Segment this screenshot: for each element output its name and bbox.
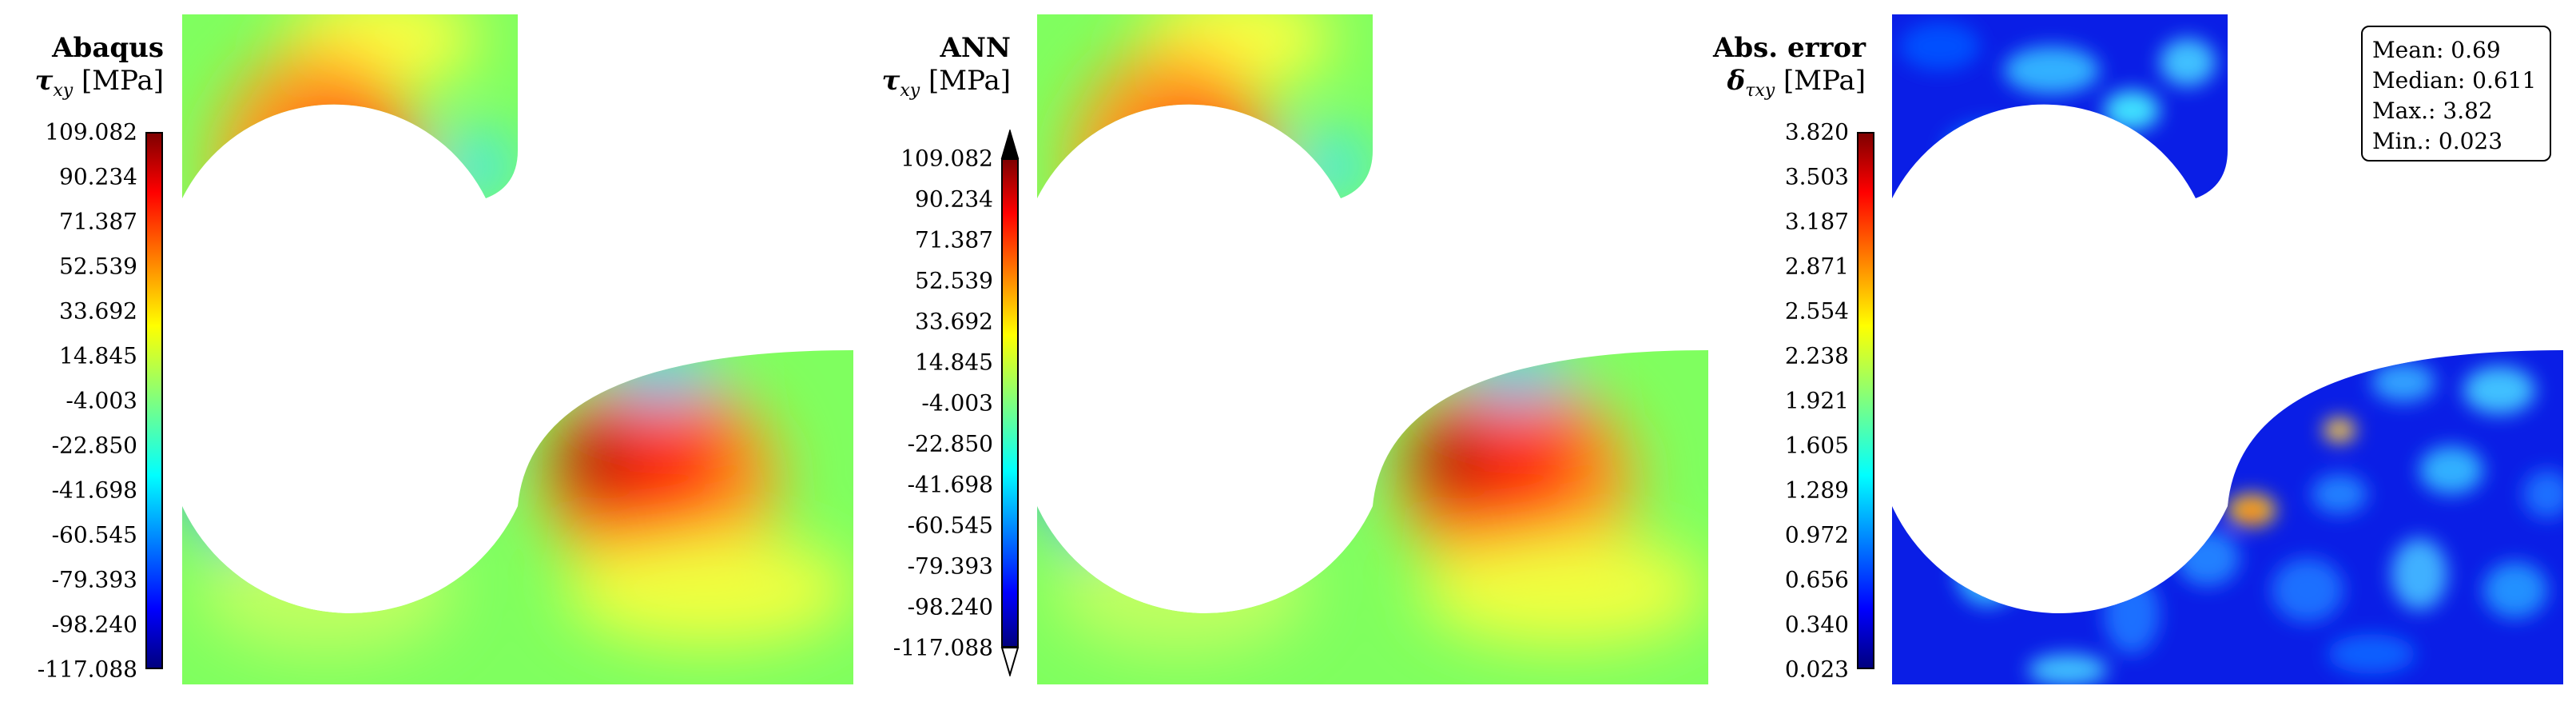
colorbar-tick-label: 90.234 (915, 185, 993, 213)
abaqus-quantity-label: τxy [MPa] (34, 65, 164, 101)
colorbar-tick-label: 2.871 (1784, 253, 1849, 280)
colorbar-tick-label: -98.240 (51, 611, 137, 638)
ann-stress-field (1037, 14, 1708, 684)
colorbar-tick-label: 1.289 (1784, 477, 1849, 504)
ann-colorbar-extend-bottom (1000, 647, 1020, 676)
stats-mean: Mean: 0.69 (2372, 37, 2501, 63)
abaqus-title: Abaqus τxy [MPa] (16, 32, 164, 108)
colorbar-tick-label: 52.539 (915, 267, 993, 294)
abaqus-stress-field (182, 14, 853, 684)
colorbar-tick-label: 71.387 (59, 208, 137, 235)
stats-max: Max.: 3.82 (2372, 98, 2493, 124)
colorbar-tick-label: -4.003 (921, 389, 993, 417)
colorbar-tick-label: -79.393 (51, 566, 137, 593)
colorbar-tick-label: 14.845 (915, 349, 993, 376)
error-colorbar (1857, 132, 1874, 669)
colorbar-tick-label: 109.082 (900, 145, 993, 172)
colorbar-tick-label: 33.692 (59, 297, 137, 325)
colorbar-tick-label: 90.234 (59, 163, 137, 190)
stats-min: Min.: 0.023 (2372, 128, 2503, 154)
abaqus-colorbar (145, 132, 163, 669)
abaqus-colorbar-ticks: 109.082 90.234 71.387 52.539 33.692 14.845 -4.… (0, 119, 137, 683)
colorbar-tick-label: 14.845 (59, 342, 137, 369)
colorbar-tick-label: 3.187 (1784, 208, 1849, 235)
colorbar-tick-label: -79.393 (907, 552, 993, 580)
error-title: Abs. error δτxy [MPa] (1694, 32, 1866, 108)
colorbar-tick-label: 52.539 (59, 253, 137, 280)
colorbar-tick-label: -22.850 (51, 432, 137, 459)
colorbar-tick-label: 3.503 (1784, 163, 1849, 190)
error-stats-box: Mean: 0.69 Median: 0.611 Max.: 3.82 Min.… (2361, 26, 2551, 162)
error-quantity-label: δτxy [MPa] (1727, 65, 1866, 101)
colorbar-tick-label: -98.240 (907, 593, 993, 620)
colorbar-tick-label: 1.605 (1784, 432, 1849, 459)
colorbar-tick-label: -117.088 (37, 656, 137, 683)
ann-quantity-label: τxy [MPa] (881, 65, 1011, 101)
colorbar-tick-label: 109.082 (45, 118, 137, 146)
colorbar-tick-label: 2.554 (1784, 297, 1849, 325)
colorbar-tick-label: 0.972 (1784, 521, 1849, 548)
colorbar-tick-label: 2.238 (1784, 342, 1849, 369)
colorbar-tick-label: -117.088 (892, 634, 993, 661)
colorbar-tick-label: 0.656 (1784, 566, 1849, 593)
colorbar-tick-label: 0.340 (1784, 611, 1849, 638)
ann-colorbar-extend-top (1000, 130, 1020, 159)
ann-title: ANN τxy [MPa] (855, 32, 1011, 108)
colorbar-tick-label: -60.545 (51, 521, 137, 548)
error-colorbar-ticks: 3.820 3.503 3.187 2.871 2.554 2.238 1.921 1.605… (1718, 119, 1849, 683)
colorbar-tick-label: -4.003 (66, 387, 137, 414)
colorbar-tick-label: 3.820 (1784, 118, 1849, 146)
colorbar-tick-label: -41.698 (907, 471, 993, 498)
colorbar-tick-label: 0.023 (1784, 656, 1849, 683)
colorbar-tick-label: 71.387 (915, 226, 993, 253)
colorbar-tick-label: -22.850 (907, 430, 993, 457)
ann-colorbar (1001, 158, 1019, 648)
colorbar-tick-label: -60.545 (907, 512, 993, 539)
ann-colorbar-ticks: 109.082 90.234 71.387 52.539 33.692 14.845 -4.… (847, 146, 993, 661)
colorbar-tick-label: -41.698 (51, 477, 137, 504)
colorbar-tick-label: 33.692 (915, 308, 993, 335)
stats-median: Median: 0.611 (2372, 67, 2537, 94)
colorbar-tick-label: 1.921 (1784, 387, 1849, 414)
